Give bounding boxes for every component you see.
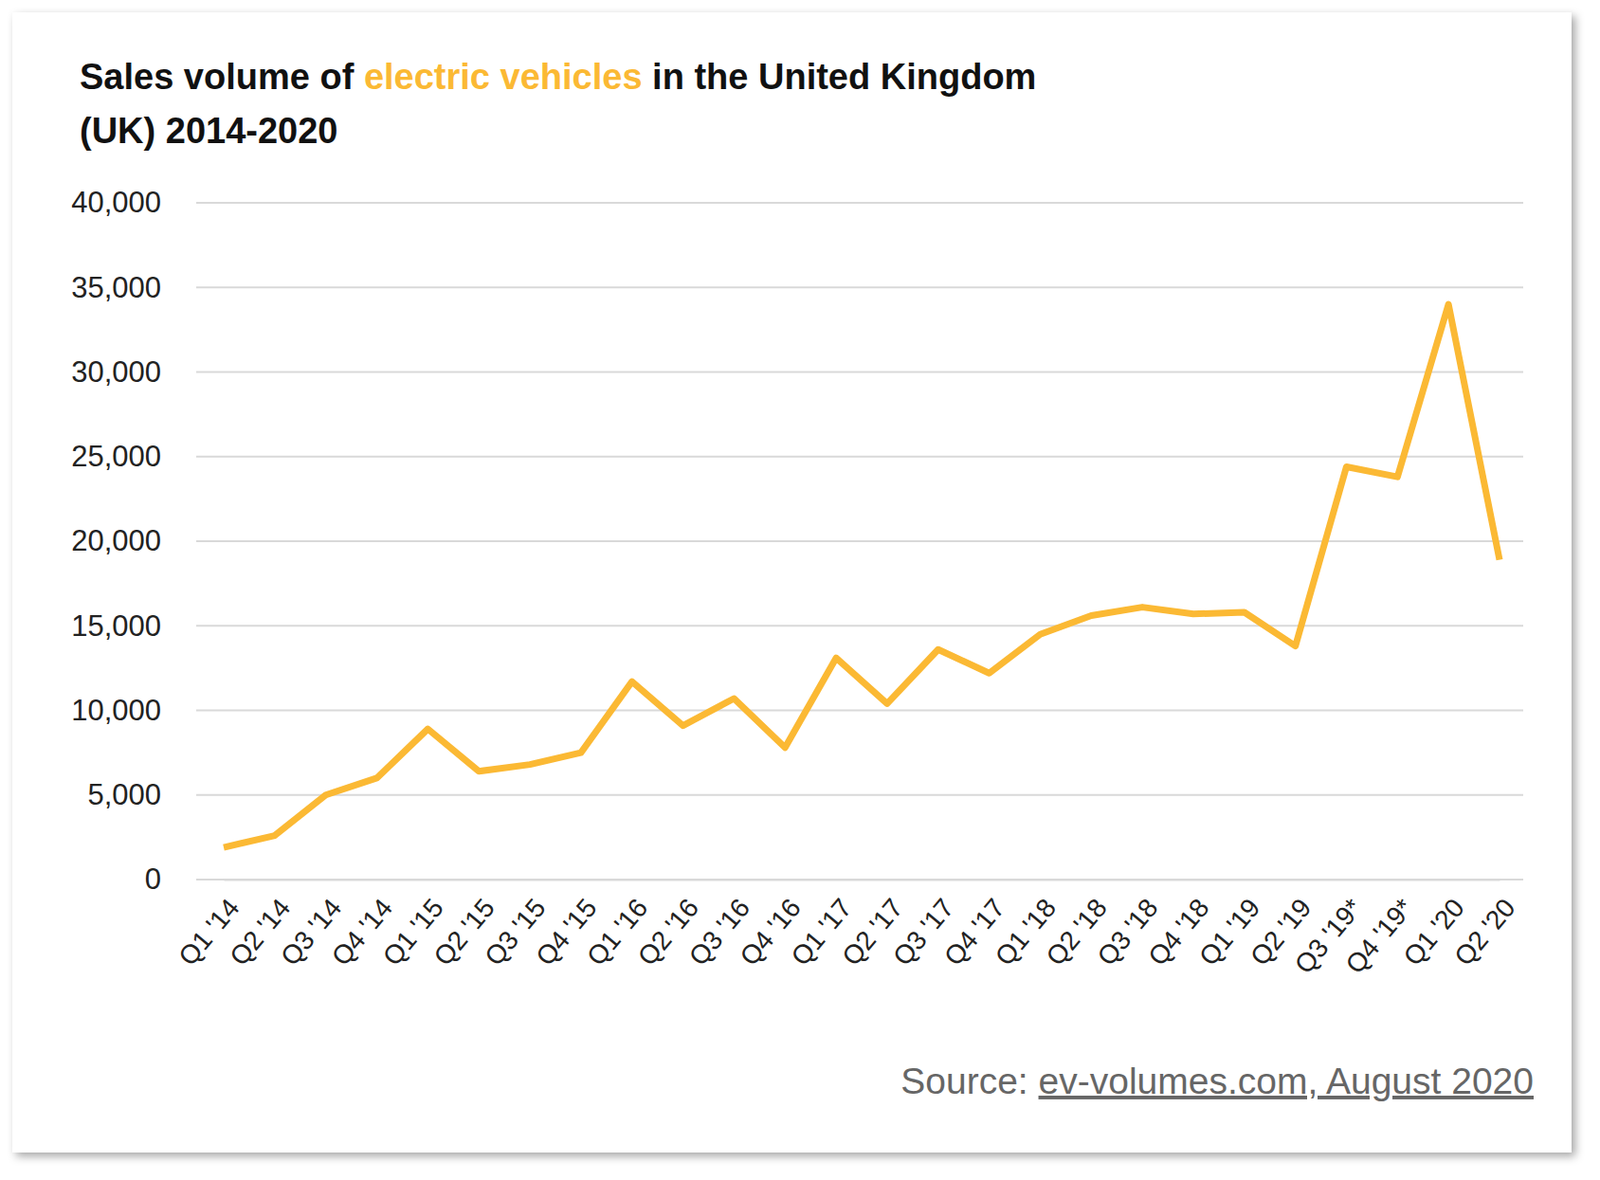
y-tick-label: 25,000 (71, 439, 162, 473)
y-tick: 40,000 (71, 185, 197, 219)
title-part: in the United Kingdom (642, 56, 1037, 97)
title-part: electric vehicles (363, 56, 643, 97)
y-tick: 15,000 (71, 609, 197, 643)
y-tick-label: 35,000 (71, 271, 162, 305)
title: Sales volume of electric vehicles in the… (79, 56, 1037, 97)
grid-line (196, 794, 1524, 797)
title-part: (UK) 2014-2020 (79, 110, 338, 151)
grid-line (196, 286, 1524, 289)
y-tick-label: 15,000 (71, 609, 162, 643)
source-part: Source: (900, 1060, 1038, 1102)
series-line (223, 304, 1500, 848)
y-tick: 30,000 (71, 355, 197, 389)
grid-line (196, 709, 1524, 712)
source-part: ev-volumes.com, August 2020 (1038, 1060, 1534, 1102)
x-tick: Q4 '19* (1340, 879, 1419, 980)
grid-line (196, 878, 1524, 881)
grid (196, 202, 1524, 880)
x-axis: Q1 '14Q2 '14Q3 '14Q4 '14Q1 '15Q2 '15Q3 '… (172, 879, 1521, 980)
grid-line (196, 624, 1524, 627)
source: Source: ev-volumes.com, August 2020 (900, 1060, 1534, 1102)
y-tick-label: 5,000 (87, 778, 162, 812)
y-tick: 35,000 (71, 271, 197, 305)
y-tick: 25,000 (71, 439, 197, 473)
grid-line (196, 455, 1524, 458)
card (12, 12, 1572, 1153)
grid-line (196, 371, 1524, 374)
y-axis: 0 5,000 10,000 15,000 20,000 25,000 30,000 35,0… (71, 185, 197, 896)
y-tick: 5,000 (87, 778, 197, 812)
grid-line (196, 201, 1524, 204)
y-tick-label: 20,000 (71, 524, 162, 558)
plot-area (223, 304, 1500, 848)
title: (UK) 2014-2020 (79, 110, 338, 151)
y-tick-label: 30,000 (71, 355, 162, 389)
y-tick-label: 10,000 (71, 693, 162, 728)
x-tick-label: Q2 '20 (1448, 892, 1521, 971)
chart: Sales volume of electric vehicles in the… (0, 0, 1600, 1180)
y-tick-label: 0 (145, 862, 162, 896)
y-axis-line (196, 203, 199, 881)
x-axis-line (224, 879, 1501, 882)
x-tick-label: Q4 '19* (1340, 892, 1419, 980)
y-tick: 20,000 (71, 524, 197, 558)
y-tick-label: 40,000 (71, 185, 162, 219)
x-tick: Q2 '20 (1448, 879, 1521, 972)
y-tick: 0 (145, 862, 197, 896)
y-tick: 10,000 (71, 693, 197, 728)
title-part: Sales volume of (79, 56, 364, 97)
